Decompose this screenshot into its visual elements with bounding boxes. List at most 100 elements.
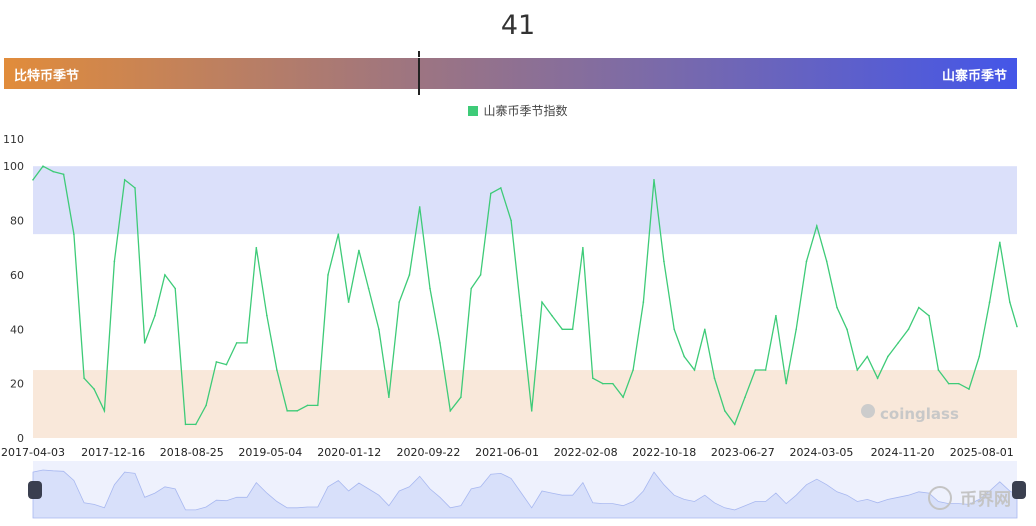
data-point (602, 382, 604, 385)
altcoin-season-label: 山寨币季节 (941, 69, 1007, 84)
data-point (134, 187, 136, 189)
data-point (775, 314, 777, 317)
season-gauge-bar: 比特币季节 山寨币季节 (4, 58, 1017, 89)
data-point (530, 410, 533, 412)
legend-swatch (468, 106, 479, 116)
data-point (907, 328, 910, 331)
data-point (846, 328, 848, 331)
data-point (83, 377, 85, 380)
data-point (429, 287, 431, 290)
data-point (266, 314, 268, 317)
data-point (337, 233, 340, 235)
data-point (520, 314, 523, 317)
x-tick-label: 2018-08-25 (160, 446, 224, 459)
data-point (479, 274, 482, 276)
data-point (928, 314, 930, 317)
current-index-value: 41 (500, 10, 536, 41)
x-tick-label: 2021-06-01 (475, 446, 539, 459)
data-point (113, 260, 116, 263)
data-point (460, 396, 462, 399)
data-point (632, 369, 634, 371)
x-tick-label: 2020-09-22 (397, 446, 461, 459)
data-point (815, 225, 818, 227)
x-tick-label: 2024-03-05 (789, 446, 853, 459)
data-point (937, 369, 940, 371)
x-tick-label: 2024-11-20 (871, 446, 935, 459)
y-tick-label: 80 (10, 215, 24, 228)
data-point (174, 287, 177, 290)
data-point (164, 274, 166, 276)
data-point (255, 246, 258, 249)
y-tick-label: 100 (3, 160, 24, 173)
data-point (93, 388, 95, 390)
x-tick-label: 2017-04-03 (1, 446, 65, 459)
data-point (541, 301, 543, 303)
corner-watermark: 币界网 (960, 490, 1011, 510)
data-point (449, 410, 452, 412)
data-point (276, 369, 278, 371)
legend[interactable]: 山寨币季节指数 (0, 102, 1036, 119)
x-tick-label: 2017-12-16 (81, 446, 145, 459)
data-point (316, 404, 319, 407)
data-point (398, 301, 400, 303)
data-point (73, 233, 75, 235)
data-point (306, 404, 309, 407)
x-tick-label: 2023-06-27 (711, 446, 775, 459)
data-point (876, 377, 879, 380)
data-point (978, 355, 981, 358)
data-point (235, 342, 238, 344)
data-point (805, 260, 808, 263)
data-point (825, 260, 828, 263)
data-point (642, 301, 645, 303)
corner-watermark-logo-icon (928, 486, 952, 510)
data-point (957, 382, 960, 385)
x-tick-label: 2022-02-08 (554, 446, 618, 459)
navigator-right-handle[interactable] (1012, 481, 1026, 499)
data-point (968, 388, 970, 390)
y-tick-label: 0 (17, 432, 24, 445)
data-point (795, 328, 797, 331)
data-point (1009, 301, 1011, 303)
data-point (367, 287, 370, 290)
data-point (143, 342, 146, 344)
data-point (856, 369, 859, 371)
bitcoin-season-label: 比特币季节 (14, 69, 80, 84)
data-point (582, 246, 584, 249)
data-point (866, 355, 869, 358)
data-point (683, 355, 686, 358)
data-point (154, 314, 156, 317)
data-point (723, 410, 726, 412)
data-point (561, 328, 564, 331)
data-point (358, 249, 360, 252)
data-point (327, 274, 329, 276)
data-point (693, 369, 696, 371)
y-tick-label: 110 (3, 133, 24, 146)
data-point (62, 173, 65, 176)
data-point (733, 423, 736, 426)
data-point (917, 306, 920, 309)
data-point (744, 396, 746, 399)
navigator-left-handle[interactable] (28, 481, 42, 499)
data-point (388, 396, 390, 399)
data-point (571, 328, 574, 331)
data-point (195, 423, 197, 426)
index-series-line (32, 165, 1018, 426)
data-point (764, 369, 767, 371)
data-point (205, 404, 207, 407)
data-point (408, 274, 411, 276)
data-point (510, 219, 512, 222)
coinglass-watermark: coinglass (880, 405, 959, 423)
data-point (490, 192, 492, 195)
data-point (52, 170, 55, 173)
data-point (897, 342, 899, 344)
data-point (32, 178, 34, 181)
data-point (215, 361, 218, 363)
data-point (551, 314, 553, 317)
data-point (347, 301, 350, 303)
y-tick-label: 60 (10, 269, 24, 282)
coinglass-logo-icon (861, 404, 875, 418)
data-point (184, 423, 187, 426)
x-tick-label: 2025-08-01 (950, 446, 1014, 459)
x-tick-label: 2022-10-18 (632, 446, 696, 459)
